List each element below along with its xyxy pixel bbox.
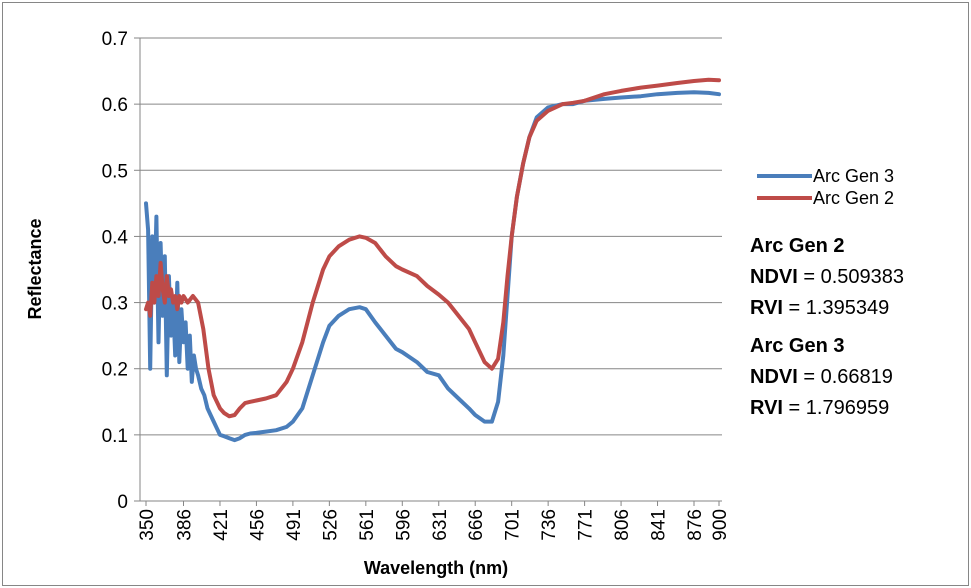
y-tick-label: 0.2 [102,360,128,381]
ndvi-value: = 0.509383 [803,266,905,288]
annotation-title: Arc Gen 2 [750,235,845,257]
x-tick-label: 841 [649,509,670,541]
y-axis-title: Reflectance [25,218,45,319]
x-tick-label: 806 [612,509,633,541]
rvi-label: RVI [750,297,783,319]
y-tick-label: 0 [117,492,128,513]
y-tick-label: 0.1 [102,426,128,447]
x-tick-label: 561 [357,509,378,541]
x-tick-label: 386 [175,509,196,541]
x-tick-label: 876 [685,509,706,541]
legend-label-arc-gen-2: Arc Gen 2 [813,188,894,208]
vegetation-index-annotations: Arc Gen 2 NDVI = 0.509383 RVI = 1.395349… [750,231,904,431]
rvi-label: RVI [750,397,783,419]
x-tick-label: 666 [466,509,487,541]
legend-label-arc-gen-3: Arc Gen 3 [813,166,894,186]
series-line-arc-gen-2 [144,77,721,419]
x-tick-label: 421 [211,509,232,541]
rvi-value: = 1.796959 [788,397,890,419]
legend-item-arc-gen-2: Arc Gen 2 [757,188,894,208]
axes [134,37,722,506]
y-tick-labels: 0 0.1 0.2 0.3 0.4 0.5 0.6 0.7 [102,29,129,513]
x-tick-label: 350 [137,509,158,541]
x-tick-label: 900 [710,509,731,541]
series-lines [144,77,721,443]
annotation-arc-gen-2: Arc Gen 2 NDVI = 0.509383 RVI = 1.395349 [750,231,904,324]
x-axis-title: Wavelength (nm) [364,558,508,578]
series-line-arc-gen-3 [144,90,721,443]
annotation-title: Arc Gen 3 [750,335,845,357]
x-tick-label: 631 [430,509,451,541]
ndvi-label: NDVI [750,366,798,388]
ndvi-label: NDVI [750,266,798,288]
x-tick-label: 596 [393,509,414,541]
x-tick-labels: 350 386 421 456 491 526 561 596 631 666 701 736 771 8… [137,509,731,541]
y-tick-label: 0.6 [102,95,128,116]
y-tick-label: 0.3 [102,294,128,315]
y-tick-label: 0.5 [102,161,128,182]
x-tick-label: 701 [503,509,524,541]
x-tick-label: 526 [320,509,341,541]
x-tick-label: 736 [539,509,560,541]
legend: Arc Gen 3 Arc Gen 2 [757,166,894,208]
gridlines [140,37,722,436]
rvi-value: = 1.395349 [788,297,890,319]
ndvi-value: = 0.66819 [803,366,893,388]
x-tick-label: 771 [576,509,597,541]
y-tick-label: 0.4 [102,227,129,248]
x-tick-label: 491 [284,509,305,541]
x-tick-label: 456 [247,509,268,541]
y-tick-label: 0.7 [102,29,128,50]
legend-item-arc-gen-3: Arc Gen 3 [757,166,894,186]
annotation-arc-gen-3: Arc Gen 3 NDVI = 0.66819 RVI = 1.796959 [750,331,904,424]
